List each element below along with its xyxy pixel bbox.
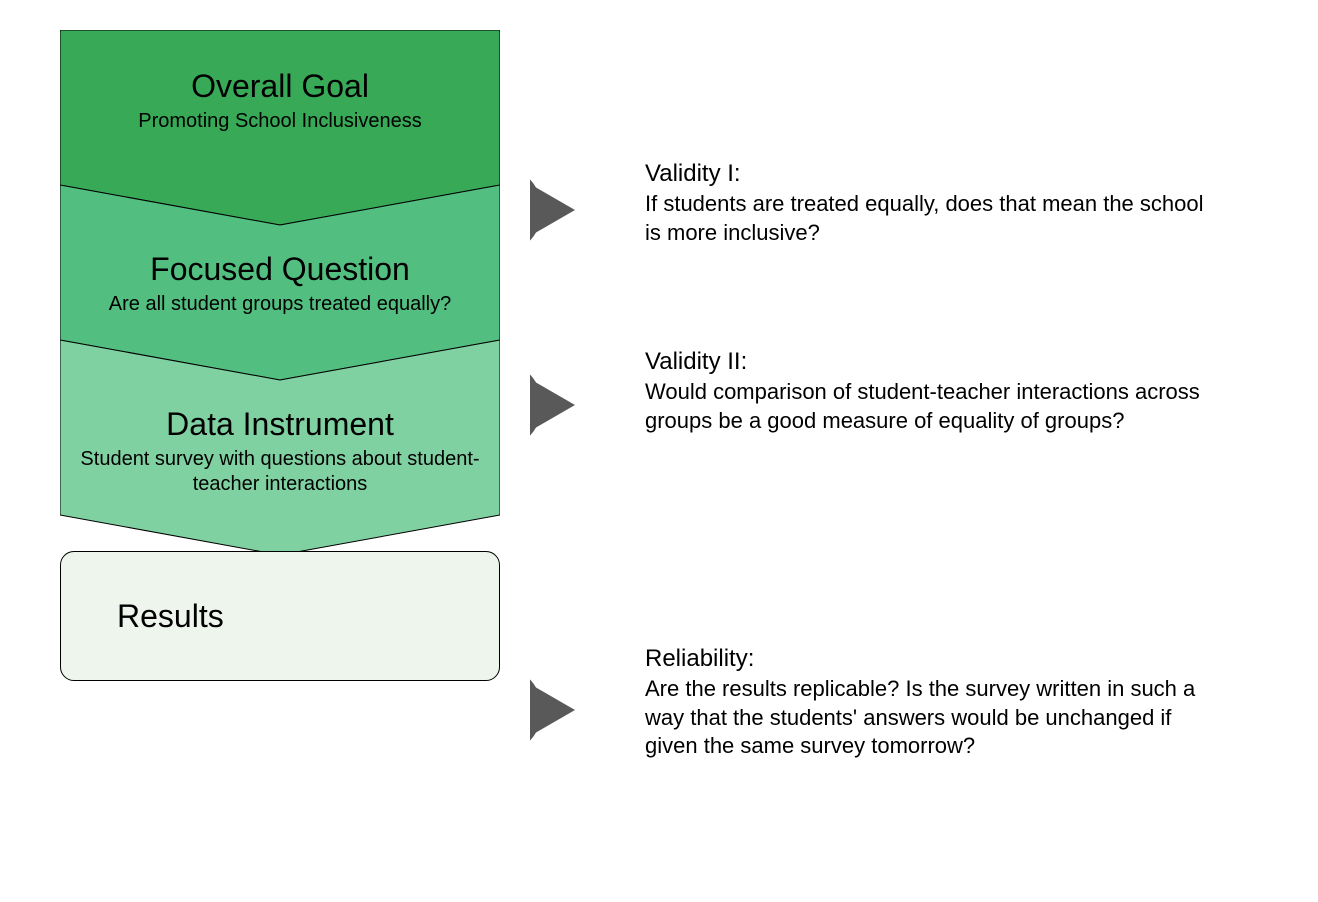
annotation-title: Reliability: bbox=[645, 645, 1205, 673]
left-column: Overall Goal Promoting School Inclusiven… bbox=[60, 30, 500, 681]
chevron-title: Overall Goal bbox=[60, 68, 500, 105]
pointer-icon bbox=[530, 360, 620, 450]
annotation-title: Validity II: bbox=[645, 348, 1205, 376]
annotation-text: Are the results replicable? Is the surve… bbox=[645, 675, 1205, 761]
results-box: Results bbox=[60, 551, 500, 681]
chevron-data-instrument: Data Instrument Student survey with ques… bbox=[60, 340, 500, 555]
annotation-validity-1: Validity I: If students are treated equa… bbox=[645, 160, 1205, 247]
chevron-title: Data Instrument bbox=[60, 406, 500, 443]
annotation-text: Would comparison of student-teacher inte… bbox=[645, 378, 1205, 435]
annotation-title: Validity I: bbox=[645, 160, 1205, 188]
annotation-validity-2: Validity II: Would comparison of student… bbox=[645, 348, 1205, 435]
annotation-text: If students are treated equally, does th… bbox=[645, 190, 1205, 247]
chevron-subtitle: Promoting School Inclusiveness bbox=[60, 109, 500, 134]
annotation-reliability: Reliability: Are the results replicable?… bbox=[645, 645, 1205, 761]
chevron-subtitle: Student survey with questions about stud… bbox=[60, 447, 500, 497]
pointer-icon bbox=[530, 665, 620, 755]
chevron-subtitle: Are all student groups treated equally? bbox=[60, 292, 500, 317]
chevron-title: Focused Question bbox=[60, 251, 500, 288]
pointer-icon bbox=[530, 165, 620, 255]
results-label: Results bbox=[117, 598, 224, 635]
